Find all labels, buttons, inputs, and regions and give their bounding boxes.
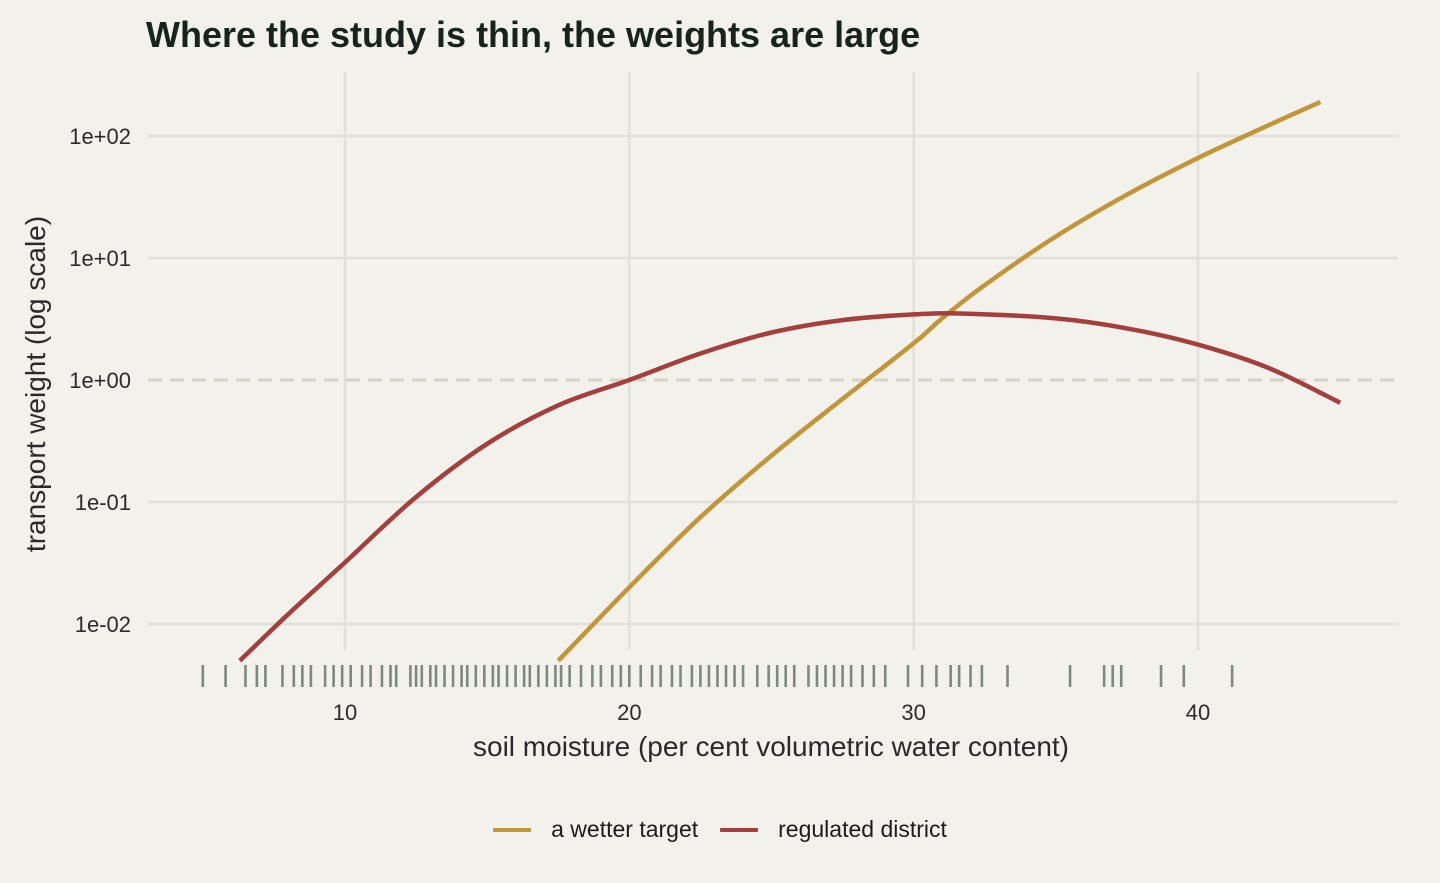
legend-swatch-wetter-target bbox=[493, 827, 532, 832]
rug-marks bbox=[201, 665, 1234, 687]
y-axis-title: transport weight (log scale) bbox=[20, 216, 51, 552]
series-line-regulated-district bbox=[238, 311, 1342, 663]
x-tick-label: 30 bbox=[901, 700, 925, 725]
y-tick-label: 1e+01 bbox=[69, 246, 131, 271]
x-tick-label: 40 bbox=[1186, 700, 1210, 725]
x-tick-label: 10 bbox=[333, 700, 357, 725]
y-axis-ticks: 1e-02 1e-01 1e+00 1e+01 1e+02 bbox=[69, 124, 131, 637]
y-tick-label: 1e+00 bbox=[69, 368, 131, 393]
legend-item: regulated district bbox=[720, 816, 947, 843]
x-axis-title: soil moisture (per cent volumetric water… bbox=[473, 731, 1069, 762]
legend-swatch-regulated-district bbox=[720, 827, 759, 832]
y-tick-label: 1e-01 bbox=[75, 490, 131, 515]
legend-item: a wetter target bbox=[493, 816, 698, 843]
chart-title: Where the study is thin, the weights are… bbox=[146, 14, 921, 55]
series-line-a-wetter-target bbox=[556, 99, 1322, 663]
legend-label: a wetter target bbox=[551, 816, 699, 842]
legend-label: regulated district bbox=[778, 816, 947, 842]
x-axis-ticks: 10 20 30 40 bbox=[333, 700, 1210, 725]
y-tick-label: 1e+02 bbox=[69, 124, 131, 149]
y-tick-label: 1e-02 bbox=[75, 612, 131, 637]
grid-lines bbox=[148, 72, 1398, 650]
legend: a wetter target regulated district bbox=[0, 816, 1440, 843]
x-tick-label: 20 bbox=[617, 700, 641, 725]
series-lines bbox=[238, 99, 1342, 663]
